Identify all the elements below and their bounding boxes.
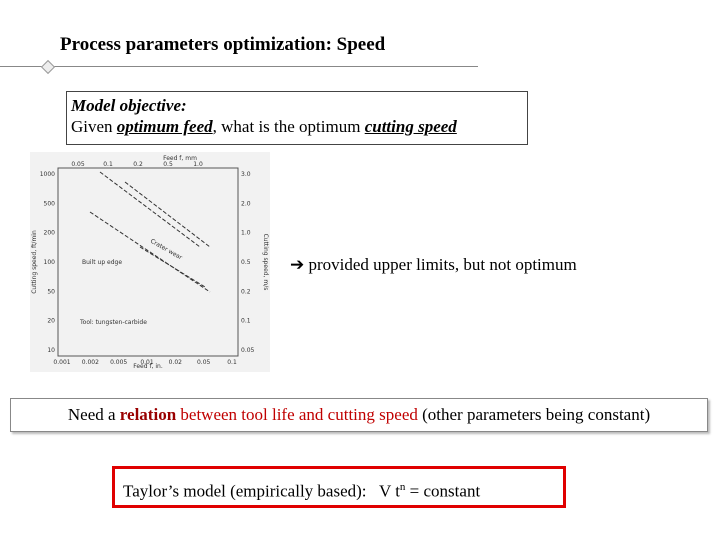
top-tick-label: 0.05 (71, 161, 85, 168)
highlight: between tool life and cutting speed (176, 405, 418, 424)
text: Taylor’s model (empirically based): (123, 481, 367, 501)
right-tick-label: 0.1 (241, 318, 251, 325)
top-tick-label: 1.0 (193, 161, 203, 168)
text: Given (71, 117, 117, 136)
emphasis: optimum feed (116, 117, 213, 136)
remark-text: provided upper limits, but not optimum (308, 255, 577, 274)
limit-line (99, 171, 201, 248)
text: , what is the optimum (212, 117, 365, 136)
limit-line (124, 181, 211, 248)
figure: 1000 500 200 100 50 20 10 3.0 2.0 1.0 0.5 0.2 0.1 0.0… (30, 152, 270, 372)
left-tick-label: 1000 (40, 171, 55, 178)
axis-title: Feed f, mm (163, 155, 197, 162)
taylor-box: Taylor’s model (empirically based): V tn… (112, 466, 566, 508)
objective-box: Model objective: Given optimum feed, wha… (66, 91, 528, 145)
text: Need a (67, 405, 120, 424)
axis-title: Cutting speed, m/s (262, 234, 269, 291)
left-tick-label: 200 (44, 230, 56, 237)
left-tick-label: 10 (47, 347, 55, 354)
bottom-tick-label: 0.01 (140, 359, 154, 366)
top-tick-label: 0.5 (163, 161, 173, 168)
bottom-tick-label: 0.05 (197, 359, 211, 366)
relation-box: Need a relation between tool life and cu… (10, 398, 708, 432)
bottom-tick-label: 0.002 (82, 359, 99, 366)
emphasis: relation (119, 405, 177, 424)
remark: ➔ provided upper limits, but not optimum (290, 255, 577, 275)
limit-line (89, 211, 211, 293)
top-tick-label: 0.2 (133, 161, 143, 168)
right-tick-label: 3.0 (241, 171, 251, 178)
slide-title: Process parameters optimization: Speed (60, 34, 386, 55)
formula: V t (378, 481, 400, 501)
curve-label: Built up edge (82, 259, 122, 266)
bottom-tick-label: 0.1 (227, 359, 237, 366)
right-tick-label: 0.05 (241, 347, 255, 354)
left-tick-label: 50 (47, 288, 55, 295)
title-rule (0, 66, 478, 67)
exponent: n (399, 481, 406, 493)
bottom-tick-label: 0.02 (169, 359, 183, 366)
formula: = constant (405, 481, 481, 501)
left-tick-label: 500 (44, 200, 56, 207)
bottom-tick-label: 0.005 (110, 359, 127, 366)
objective-label: Model objective: (71, 96, 187, 115)
left-tick-label: 20 (47, 318, 55, 325)
axis-title: Feed f, in. (133, 363, 163, 370)
axis-title: Cutting speed, ft/min (31, 230, 38, 294)
emphasis: cutting speed (364, 117, 457, 136)
figure-note: Tool: tungsten-carbide (79, 319, 147, 326)
left-tick-label: 100 (44, 259, 56, 266)
bottom-tick-label: 0.001 (53, 359, 70, 366)
curve-label: Crater wear (149, 238, 184, 262)
top-tick-label: 0.1 (103, 161, 113, 168)
text: (other parameters being constant) (417, 405, 651, 424)
right-tick-label: 0.5 (241, 259, 251, 266)
right-tick-label: 0.2 (241, 288, 251, 295)
arrow-icon: ➔ (290, 255, 305, 274)
bullet-icon (40, 59, 56, 75)
limit-line (139, 246, 206, 288)
plot-frame (57, 167, 239, 357)
right-tick-label: 1.0 (241, 230, 251, 237)
right-tick-label: 2.0 (241, 200, 251, 207)
